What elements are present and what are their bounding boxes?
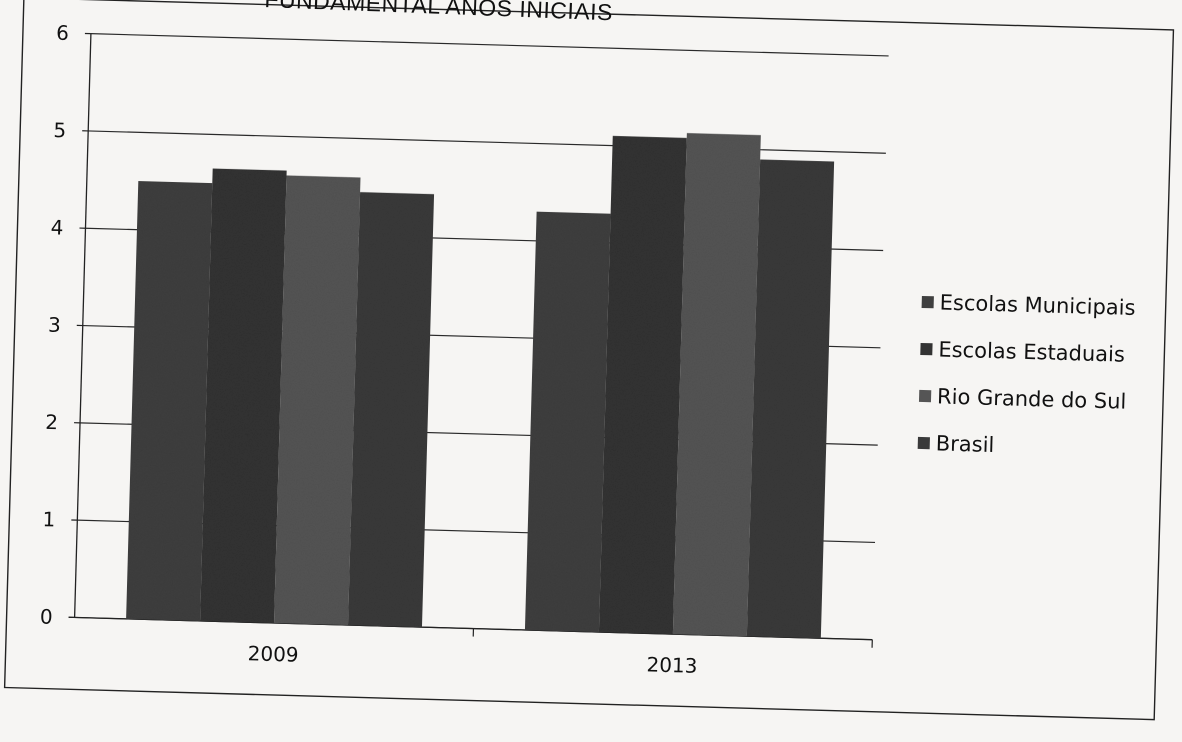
- y-tick-label: 1: [42, 507, 55, 531]
- legend-label: Escolas Estaduais: [938, 337, 1125, 366]
- y-tick-label: 6: [56, 21, 69, 45]
- legend-swatch: [918, 437, 930, 449]
- bar-brasil-2009: [348, 192, 434, 627]
- y-tick-label: 2: [45, 410, 58, 434]
- legend-label: Escolas Municipais: [939, 290, 1135, 319]
- legend-label: Brasil: [935, 431, 994, 457]
- x-tick-label: 2013: [646, 652, 698, 677]
- x-tick-label: 2009: [247, 641, 299, 666]
- legend-label: Rio Grande do Sul: [937, 384, 1127, 413]
- y-tick-label: 0: [40, 604, 53, 628]
- bar-escolas-estaduais-2009: [200, 169, 287, 623]
- gridline: [91, 34, 889, 56]
- bar-escolas-municipais-2013: [525, 212, 611, 632]
- bar-rio-grande-do-sul-2009: [274, 175, 360, 625]
- bar-escolas-municipais-2009: [126, 181, 212, 621]
- bar-brasil-2013: [747, 159, 834, 638]
- legend-swatch: [922, 296, 934, 308]
- gridline: [88, 131, 886, 153]
- y-tick-label: 3: [48, 313, 61, 337]
- legend-swatch: [920, 343, 932, 355]
- legend-swatch: [919, 390, 931, 402]
- bar-rio-grande-do-sul-2013: [673, 133, 761, 636]
- bar-escolas-estaduais-2013: [599, 136, 687, 634]
- y-tick-label: 5: [53, 118, 66, 142]
- y-tick-label: 4: [50, 215, 63, 239]
